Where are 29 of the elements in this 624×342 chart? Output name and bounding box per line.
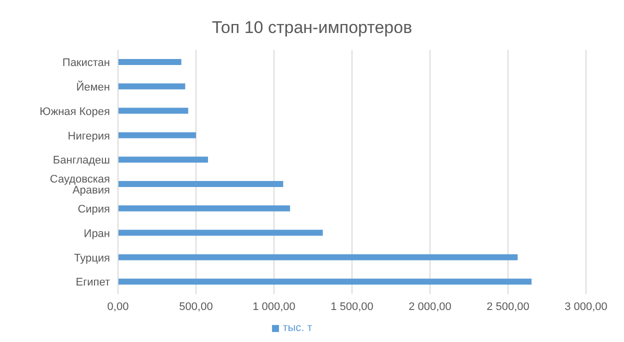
bar [118, 181, 284, 187]
x-tick-label: 1 000,00 [252, 300, 296, 313]
x-tick-label: 2 000,00 [408, 300, 452, 313]
x-tick-label: 3 000,00 [564, 300, 608, 313]
x-tick-label: 500,00 [179, 300, 213, 313]
y-tick-label: Саудовская Аравия [50, 174, 110, 197]
bar [118, 83, 186, 90]
bar [118, 230, 323, 236]
y-tick-label: Нигерия [68, 130, 110, 142]
y-tick-label: Иран [84, 228, 110, 240]
x-tick-label: 0,00 [107, 300, 129, 313]
bar [118, 108, 188, 114]
legend-label: тыс. т [282, 322, 312, 334]
y-tick-label: Йемен [76, 80, 110, 94]
x-tick-label: 1 500,00 [330, 300, 374, 313]
bar [118, 254, 518, 260]
y-tick-label: Сирия [78, 204, 110, 216]
bar [118, 132, 196, 138]
y-tick-label: Пакистан [62, 57, 110, 70]
bar [118, 278, 532, 285]
bar [118, 59, 182, 65]
bar [118, 156, 208, 163]
y-tick-label: Турция [74, 252, 110, 264]
y-tick-label: Бангладеш [52, 154, 110, 167]
chart-title: Топ 10 стран-импортеров [210, 17, 414, 39]
y-tick-label: Египет [76, 276, 110, 289]
x-tick-label: 2 500,00 [486, 300, 530, 313]
y-tick-label: Южная Корея [40, 106, 110, 118]
bar [118, 205, 290, 212]
